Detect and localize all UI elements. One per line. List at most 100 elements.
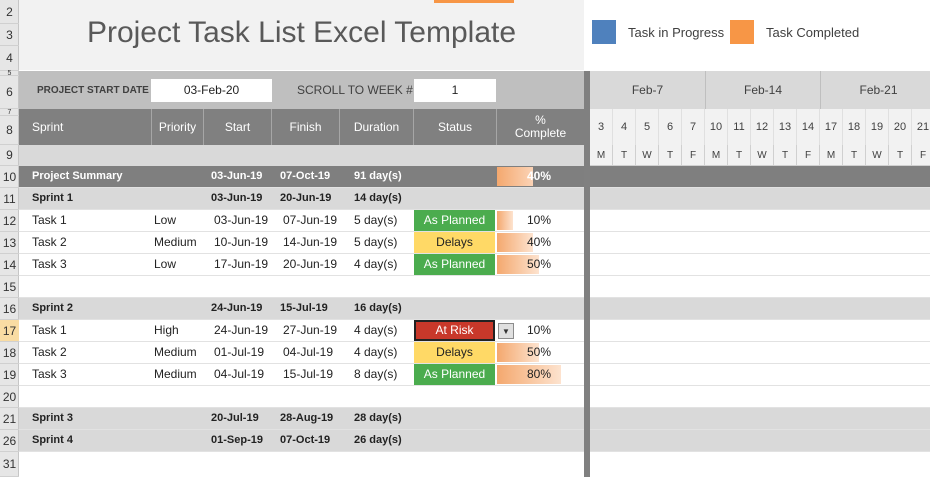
task-row[interactable]: Task 3 Medium 04-Jul-19 15-Jul-19 8 day(… [19, 364, 584, 386]
row-header[interactable]: 9 [0, 145, 19, 166]
sprint-finish: 28-Aug-19 [280, 412, 334, 424]
gantt-days: 3 4 5 6 7 10 11 12 13 14 17 18 19 20 21 [590, 109, 930, 145]
gantt-row [590, 452, 930, 474]
weekday-letter: T [659, 145, 682, 166]
row-header[interactable]: 18 [0, 342, 19, 364]
row-header[interactable]: 16 [0, 298, 19, 320]
row-header-selected[interactable]: 17 [0, 320, 19, 342]
task-duration: 4 day(s) [354, 323, 398, 337]
sprint-duration: 26 day(s) [354, 434, 402, 446]
status-badge[interactable]: As Planned [414, 254, 495, 275]
row-header[interactable]: 12 [0, 210, 19, 232]
sprint-row[interactable]: Sprint 2 24-Jun-19 15-Jul-19 16 day(s) [19, 298, 584, 320]
title-accent-bar [434, 0, 514, 3]
sprint-duration: 14 day(s) [354, 192, 402, 204]
gantt-row [590, 298, 930, 320]
task-finish: 15-Jul-19 [283, 367, 334, 381]
weekday-letter: M [705, 145, 728, 166]
sprint-start: 03-Jun-19 [211, 192, 263, 204]
row-header[interactable]: 13 [0, 232, 19, 254]
row-header[interactable]: 7 [0, 109, 19, 116]
pct-bar [497, 233, 533, 252]
day-number: 21 [912, 109, 930, 145]
row-header[interactable]: 3 [0, 24, 19, 46]
status-badge[interactable]: As Planned [414, 364, 495, 385]
row-header[interactable]: 31 [0, 452, 19, 477]
row-header[interactable]: 4 [0, 46, 19, 71]
row-header[interactable]: 15 [0, 276, 19, 298]
task-name: Task 2 [32, 345, 67, 359]
sprint-finish: 20-Jun-19 [280, 192, 332, 204]
row-header[interactable]: 11 [0, 188, 19, 210]
week-label: Feb-7 [590, 71, 706, 109]
gantt-row [590, 210, 930, 232]
task-row[interactable]: Task 2 Medium 10-Jun-19 14-Jun-19 5 day(… [19, 232, 584, 254]
row-header[interactable]: 19 [0, 364, 19, 386]
sprint-row[interactable]: Sprint 3 20-Jul-19 28-Aug-19 28 day(s) [19, 408, 584, 430]
status-badge[interactable]: As Planned [414, 210, 495, 231]
status-badge[interactable]: Delays [414, 342, 495, 363]
empty-row[interactable] [19, 386, 584, 408]
task-row[interactable]: Task 2 Medium 01-Jul-19 04-Jul-19 4 day(… [19, 342, 584, 364]
row-header[interactable]: 10 [0, 166, 19, 188]
sprint-row[interactable]: Sprint 4 01-Sep-19 07-Oct-19 26 day(s) [19, 430, 584, 452]
task-priority: Medium [154, 367, 197, 381]
sprint-finish: 07-Oct-19 [280, 434, 331, 446]
empty-row[interactable] [19, 452, 584, 474]
sprint-duration: 16 day(s) [354, 302, 402, 314]
task-duration: 4 day(s) [354, 257, 398, 271]
row-header[interactable]: 6 [0, 76, 19, 109]
weekday-letter: W [751, 145, 774, 166]
sprint-start: 24-Jun-19 [211, 302, 263, 314]
row-header[interactable]: 5 [0, 70, 19, 77]
task-priority: High [154, 323, 179, 337]
task-row[interactable]: Task 1 Low 03-Jun-19 07-Jun-19 5 day(s) … [19, 210, 584, 232]
pct-bar [497, 211, 513, 230]
day-number: 20 [889, 109, 912, 145]
task-start: 03-Jun-19 [214, 213, 269, 227]
row-header[interactable]: 8 [0, 116, 19, 145]
gantt-row [590, 276, 930, 298]
day-number: 12 [751, 109, 774, 145]
col-start: Start [204, 109, 272, 145]
day-number: 5 [636, 109, 659, 145]
task-start: 10-Jun-19 [214, 235, 269, 249]
task-pct: 80% [526, 367, 551, 381]
sprint-finish: 15-Jul-19 [280, 302, 328, 314]
sprint-name: Sprint 4 [32, 434, 73, 446]
task-row[interactable]: Task 1 High 24-Jun-19 27-Jun-19 4 day(s)… [19, 320, 584, 342]
project-start-label: PROJECT START DATE [37, 85, 149, 96]
weekday-letter: T [613, 145, 636, 166]
project-summary-row[interactable]: Project Summary 03-Jun-19 07-Oct-19 91 d… [19, 166, 584, 188]
weekday-letter: F [797, 145, 820, 166]
task-duration: 5 day(s) [354, 235, 398, 249]
row-header[interactable]: 2 [0, 0, 19, 24]
status-select[interactable]: At Risk [414, 320, 495, 341]
sprint-row[interactable]: Sprint 1 03-Jun-19 20-Jun-19 14 day(s) [19, 188, 584, 210]
summary-finish: 07-Oct-19 [280, 170, 331, 182]
scroll-week-input[interactable]: 1 [414, 79, 496, 102]
gantt-row [590, 430, 930, 452]
row-header[interactable]: 20 [0, 386, 19, 408]
task-name: Task 3 [32, 257, 67, 271]
sprint-name: Sprint 2 [32, 302, 73, 314]
weekday-letter: F [912, 145, 930, 166]
page-title: Project Task List Excel Template [86, 16, 517, 49]
controls-row: PROJECT START DATE 03-Feb-20 SCROLL TO W… [19, 71, 584, 109]
gantt-row [590, 188, 930, 210]
row-header[interactable]: 26 [0, 430, 19, 452]
sprint-start: 20-Jul-19 [211, 412, 259, 424]
dropdown-arrow-icon[interactable]: ▼ [498, 323, 514, 339]
weekday-letter: T [728, 145, 751, 166]
task-duration: 8 day(s) [354, 367, 398, 381]
row-header[interactable]: 14 [0, 254, 19, 276]
task-row[interactable]: Task 3 Low 17-Jun-19 20-Jun-19 4 day(s) … [19, 254, 584, 276]
col-status: Status [414, 109, 497, 145]
weekday-letter: T [774, 145, 797, 166]
weekday-letter: M [820, 145, 843, 166]
empty-row[interactable] [19, 276, 584, 298]
status-badge[interactable]: Delays [414, 232, 495, 253]
row-header[interactable]: 21 [0, 408, 19, 430]
spacer-row [19, 145, 584, 166]
project-start-input[interactable]: 03-Feb-20 [151, 79, 272, 102]
